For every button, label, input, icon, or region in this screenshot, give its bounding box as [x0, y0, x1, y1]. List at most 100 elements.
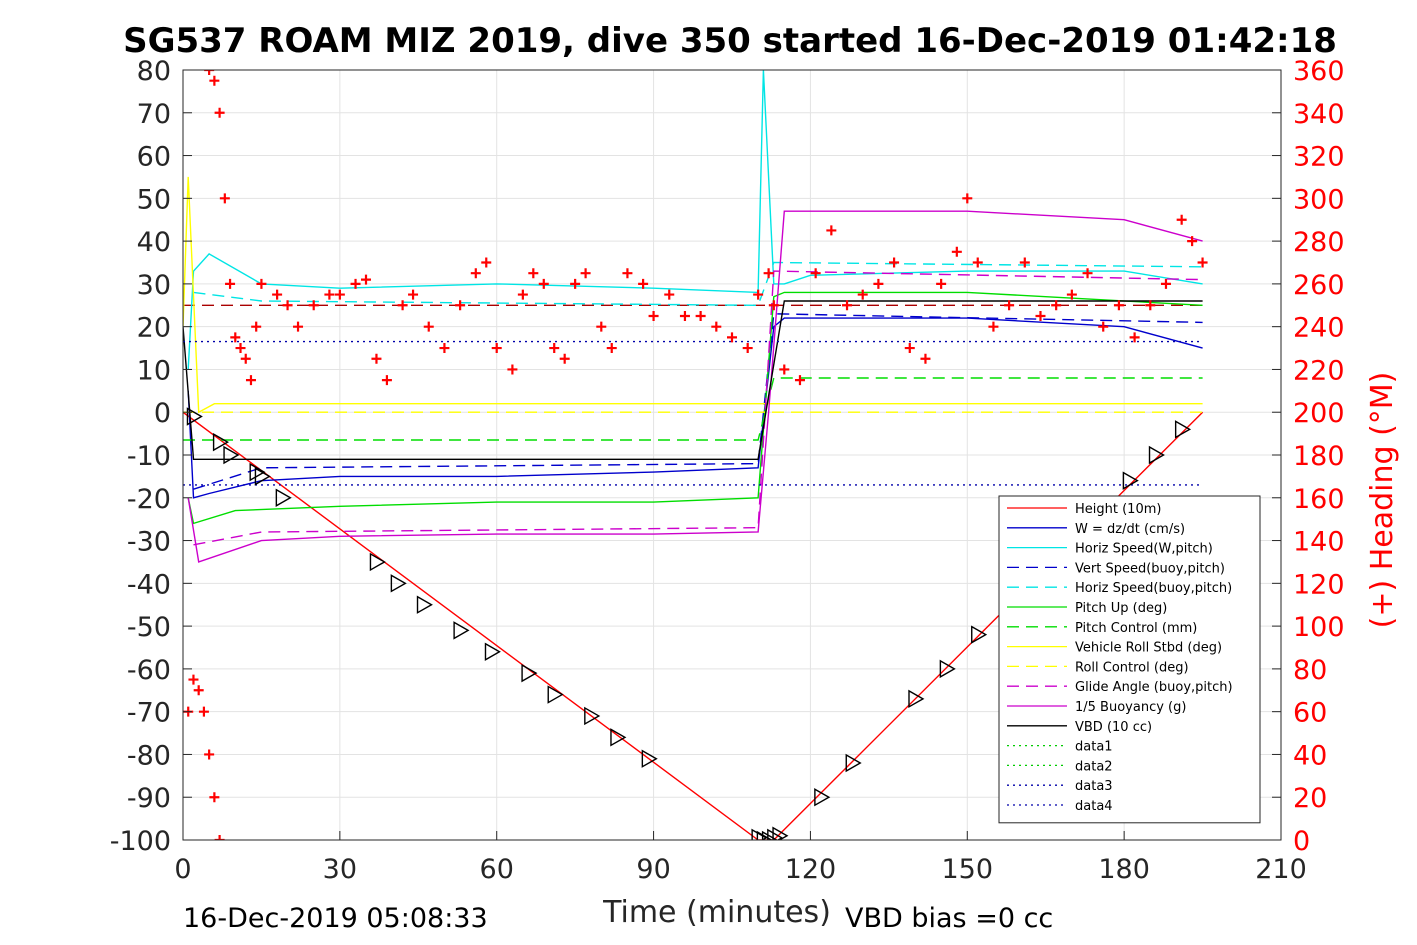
right-tick-label: 260: [1293, 270, 1345, 301]
right-tick-label: 60: [1293, 698, 1327, 729]
series-layer: [183, 70, 1204, 840]
heading-point: [198, 706, 209, 717]
legend-label: data2: [1075, 759, 1113, 774]
triangle-marker: [751, 828, 768, 840]
marker-layer: [186, 407, 1192, 840]
triangle-marker: [453, 621, 470, 640]
triangle-marker: [971, 625, 988, 644]
triangle-marker: [223, 445, 240, 465]
heading-point: [324, 289, 335, 300]
triangle-marker: [369, 552, 386, 572]
left-tick-label: 10: [137, 355, 171, 386]
left-tick-label: -80: [127, 740, 171, 771]
series-line-3: [193, 313, 1203, 490]
heading-point: [768, 300, 779, 311]
series-line-7: [183, 176, 1203, 414]
series-line-1: [187, 317, 1203, 499]
series-line-10: [187, 210, 1203, 563]
heading-point: [606, 343, 617, 354]
triangle-marker: [756, 830, 773, 840]
series-line-9: [193, 270, 1203, 546]
heading-point: [491, 343, 502, 354]
triangle-marker: [767, 828, 784, 840]
triangle-marker: [610, 728, 627, 747]
heading-point: [842, 300, 853, 311]
heading-point: [936, 278, 947, 289]
heading-point: [439, 343, 450, 354]
legend-label: Height (10m): [1075, 502, 1161, 517]
triangle-marker: [772, 826, 789, 840]
heading-point: [988, 321, 999, 332]
heading-point: [580, 268, 591, 279]
heading-point: [679, 310, 690, 321]
heading-point: [1082, 268, 1093, 279]
heading-point: [381, 375, 392, 386]
triangle-marker: [416, 595, 433, 614]
legend-box: [998, 495, 1261, 824]
legend-label: Horiz Speed(buoy,pitch): [1075, 581, 1232, 596]
heading-point: [1035, 310, 1046, 321]
legend-label: Vert Speed(buoy,pitch): [1075, 561, 1225, 576]
triangle-marker: [484, 642, 501, 661]
heading-point: [251, 321, 262, 332]
x-tick-label: 150: [942, 854, 994, 885]
triangle-marker: [1174, 420, 1192, 439]
heading-point: [235, 343, 246, 354]
series-line-2: [187, 70, 1203, 370]
heading-point: [1113, 300, 1124, 311]
footer-timestamp: 16-Dec-2019 05:08:33: [183, 903, 488, 934]
heading-point: [423, 321, 434, 332]
legend: Height (10m) W = dz/dt (cm/s) Horiz Speed(…: [998, 495, 1261, 824]
triangle-marker: [254, 467, 271, 486]
right-tick-label: 140: [1293, 527, 1345, 558]
heading-point: [857, 289, 868, 300]
series-line-5: [187, 291, 1203, 525]
heading-point: [648, 310, 659, 321]
legend-label: Vehicle Roll Stbd (deg): [1075, 641, 1222, 656]
left-tick-label: 60: [137, 142, 171, 173]
heading-point: [481, 257, 492, 268]
triangle-marker: [1148, 445, 1165, 465]
triangle-marker: [814, 788, 831, 807]
heading-point: [904, 343, 915, 354]
series-line-6: [183, 377, 1203, 441]
heading-point: [763, 268, 774, 279]
heading-point: [470, 268, 481, 279]
series-line-0: [183, 411, 1204, 840]
heading-point: [245, 375, 256, 386]
heading-point: [1019, 257, 1030, 268]
left-axis: 80 70 60 50 40 30 20 10 0 -10 -20 -30 -40 -50 -60 -70 -8…: [110, 56, 192, 857]
legend-label: data4: [1075, 799, 1113, 814]
left-tick-label: 0: [154, 398, 171, 429]
triangle-marker: [939, 659, 956, 679]
triangle-marker: [390, 574, 407, 593]
heading-point: [711, 321, 722, 332]
heading-point: [622, 268, 633, 279]
right-tick-label: 280: [1293, 227, 1345, 258]
legend-label: data1: [1075, 740, 1113, 755]
x-tick-label: 120: [785, 854, 837, 885]
triangle-marker: [547, 685, 564, 704]
right-tick-label: 240: [1293, 313, 1345, 344]
heading-point: [538, 278, 549, 289]
x-tick-label: 60: [480, 854, 514, 885]
heading-point: [528, 268, 539, 279]
right-tick-label: 40: [1293, 740, 1327, 771]
right-tick-label: 180: [1293, 441, 1345, 472]
heading-point: [1176, 214, 1187, 225]
left-tick-label: -10: [127, 441, 171, 472]
heading-point: [559, 353, 570, 364]
triangle-marker: [761, 830, 779, 840]
triangle-marker: [908, 689, 925, 709]
right-tick-label: 20: [1293, 783, 1327, 814]
right-tick-label: 80: [1293, 655, 1327, 686]
x-tick-label: 30: [323, 854, 357, 885]
heading-point: [695, 310, 706, 321]
heading-layer: [183, 70, 1208, 840]
left-tick-label: 40: [137, 227, 171, 258]
heading-point: [209, 75, 220, 86]
left-tick-label: 70: [137, 99, 171, 130]
heading-point: [1051, 300, 1062, 311]
legend-label: 1/5 Buoyancy (g): [1075, 700, 1186, 715]
left-tick-label: -30: [127, 527, 171, 558]
